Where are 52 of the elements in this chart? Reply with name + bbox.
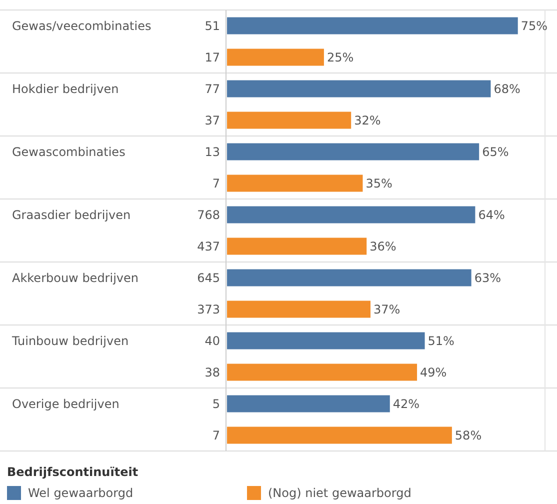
data-label: 37% xyxy=(373,302,400,316)
legend-label: Wel gewaarborgd xyxy=(28,486,134,500)
text: 5 xyxy=(212,396,220,411)
text: 645 xyxy=(197,270,220,285)
text: 38 xyxy=(204,365,220,380)
data-label: 68% xyxy=(494,82,520,96)
data-label: 25% xyxy=(326,50,354,64)
y-tick-label: Hokdier bedrijven xyxy=(12,82,119,96)
bar xyxy=(227,269,472,286)
data-label: 58% xyxy=(454,428,482,442)
y-tick-label: Tuinbouw bedrijven xyxy=(11,334,129,348)
y-tick-label: Gewascombinaties xyxy=(12,144,126,159)
bar xyxy=(227,395,390,412)
data-label: 32% xyxy=(354,113,381,128)
text: 7 xyxy=(212,428,220,442)
bar xyxy=(227,48,324,66)
data-label: 65% xyxy=(482,144,509,159)
data-label: 51% xyxy=(428,334,454,348)
bar xyxy=(227,143,480,160)
text: 51 xyxy=(204,18,220,33)
legend-label: (Nog) niet gewaarborgd xyxy=(268,486,412,500)
data-label: 64% xyxy=(478,208,505,222)
bar xyxy=(227,17,518,34)
bar xyxy=(227,332,425,350)
text: 77 xyxy=(204,82,220,96)
bar xyxy=(227,80,491,98)
y-tick-label: Graasdier bedrijven xyxy=(12,208,131,222)
bar xyxy=(227,112,352,129)
bar xyxy=(227,426,452,444)
bar xyxy=(227,300,370,318)
text: 7 xyxy=(212,176,220,190)
data-label: 63% xyxy=(474,270,501,285)
y-tick-label: Overige bedrijven xyxy=(12,396,120,411)
text: 768 xyxy=(197,208,220,222)
bar xyxy=(227,174,363,192)
legend-title: Bedrijfscontinuïteit xyxy=(7,465,138,479)
text: 373 xyxy=(197,302,220,316)
data-label: 42% xyxy=(392,396,420,411)
data-label: 36% xyxy=(370,239,396,254)
bar xyxy=(227,364,418,381)
text: 37 xyxy=(204,113,220,128)
data-label: 35% xyxy=(366,176,392,190)
bar xyxy=(227,206,476,224)
y-tick-label: Gewas/veecombinaties xyxy=(12,18,152,33)
text: 40 xyxy=(204,334,220,348)
text: 13 xyxy=(204,144,220,159)
bar xyxy=(227,238,367,255)
text: 437 xyxy=(197,239,220,254)
data-label: 75% xyxy=(520,18,548,33)
text: 17 xyxy=(204,50,220,64)
y-tick-label: Akkerbouw bedrijven xyxy=(12,270,138,285)
data-label: 49% xyxy=(420,365,447,380)
